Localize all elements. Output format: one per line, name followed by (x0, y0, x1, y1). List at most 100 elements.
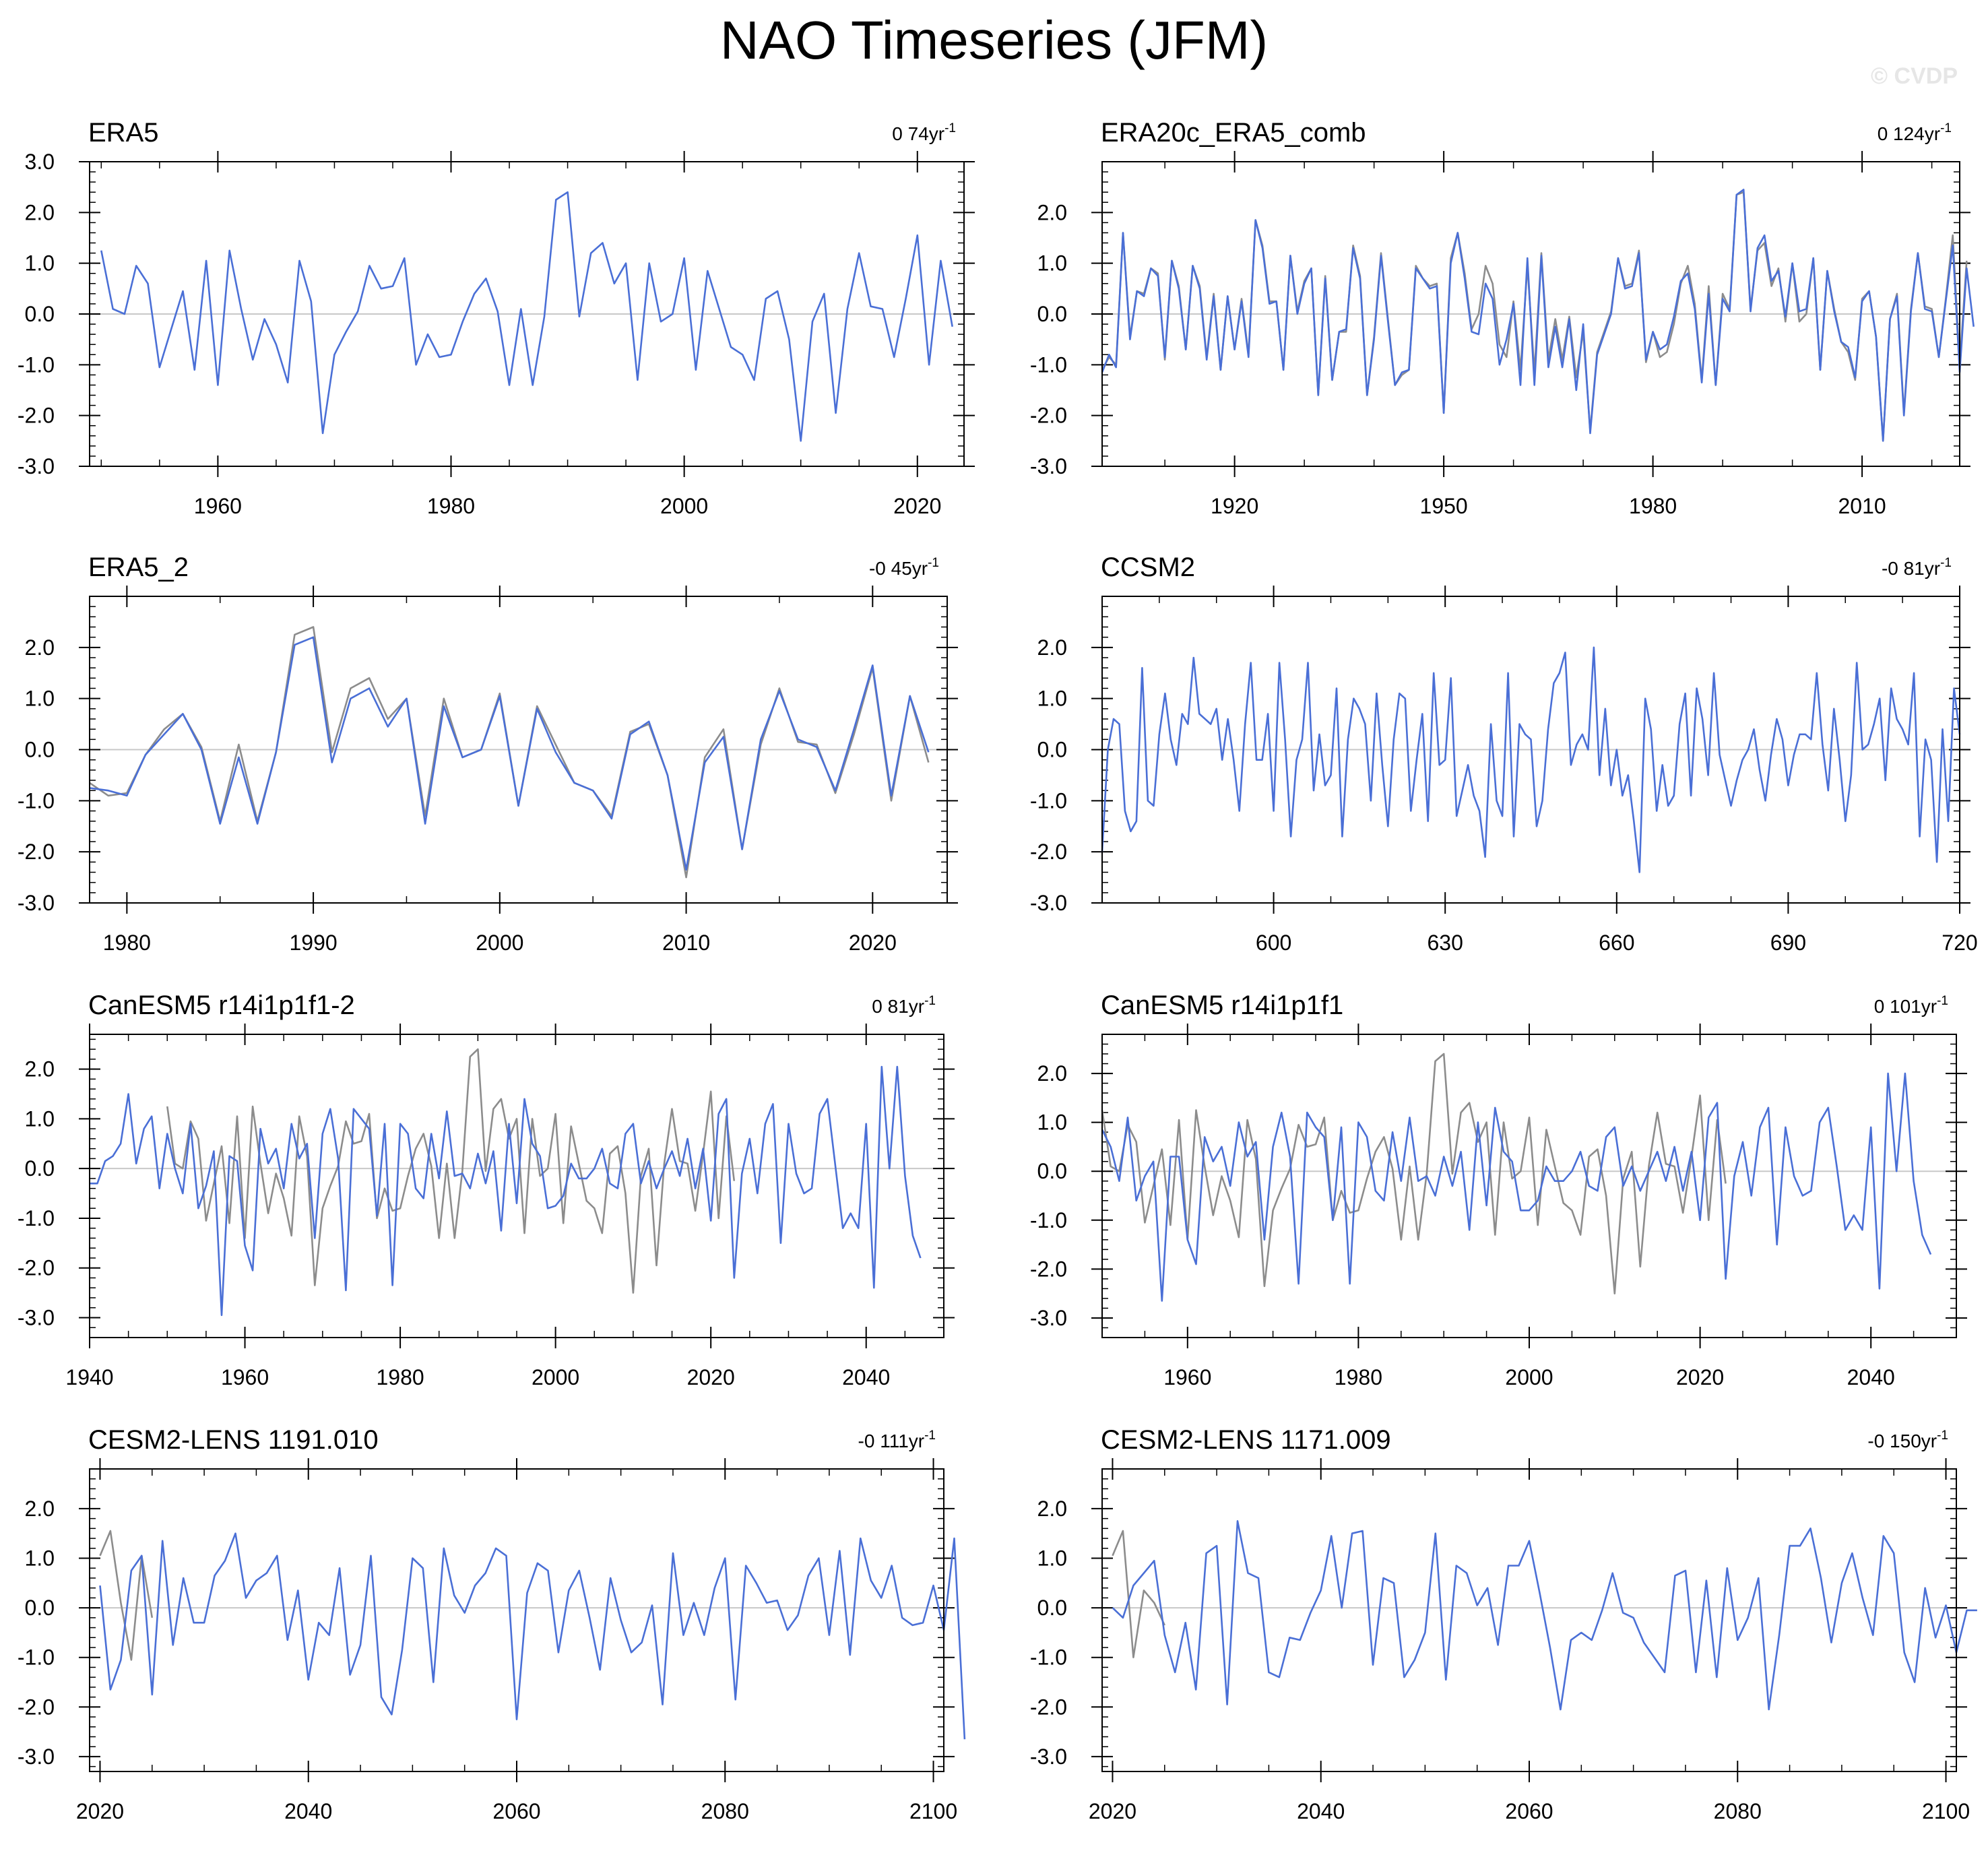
plot-frame (89, 1034, 944, 1338)
y-tick-label: -3.0 (18, 1305, 55, 1329)
panel-title: ERA20c_ERA5_comb (1101, 118, 1366, 148)
y-tick-label: 1.0 (1037, 1546, 1067, 1570)
panel-title: CCSM2 (1101, 553, 1195, 582)
y-tick-label: -2.0 (1030, 1695, 1067, 1719)
y-tick-label: 1.0 (25, 687, 55, 711)
plot-frame (1101, 1034, 1957, 1338)
y-tick-label: -2.0 (18, 1695, 55, 1719)
y-tick-label: 0.0 (1037, 738, 1067, 762)
chart-panel-5: CanESM5 r14i1p1f1-2 0 81yr-1 -3.0 -2.0 -1.0 0… (18, 991, 955, 1389)
x-tick-label: 690 (1770, 931, 1806, 955)
x-tick-label: 2040 (1847, 1365, 1895, 1389)
x-tick-label: 1980 (427, 494, 475, 518)
y-tick-label: -1.0 (18, 352, 55, 377)
trend-label: 0 74yr-1 (892, 121, 956, 144)
x-tick-label: 2060 (492, 1799, 540, 1823)
y-tick-label: -1.0 (1030, 1208, 1067, 1232)
plot-frame (1101, 596, 1960, 904)
trend-exponent: -1 (1937, 1429, 1948, 1443)
y-tick-label: 0.0 (1037, 1159, 1067, 1183)
series-line-model (89, 636, 930, 871)
trend-value: 0 101yr (1874, 996, 1937, 1017)
y-tick-label: -2.0 (18, 1256, 55, 1280)
y-tick-label: 2.0 (1037, 1497, 1067, 1521)
panel-title: CESM2-LENS 1191.010 (88, 1425, 379, 1455)
x-tick-label: 2020 (1676, 1365, 1724, 1389)
y-tick-label: 3.0 (25, 150, 55, 174)
panel-title: CanESM5 r14i1p1f1 (1101, 991, 1343, 1020)
y-tick-label: 2.0 (25, 635, 55, 660)
plot-frame (89, 596, 948, 904)
x-tick-label: 1960 (194, 494, 242, 518)
x-tick-label: 2020 (76, 1799, 124, 1823)
y-tick-label: 0.0 (1037, 1596, 1067, 1620)
series-line-model (90, 1065, 922, 1317)
x-tick-label: 2010 (1838, 494, 1886, 518)
trend-value: 0 74yr (892, 123, 944, 144)
plot-frame (89, 161, 965, 467)
y-tick-label: -2.0 (18, 840, 55, 864)
x-tick-label: 2000 (532, 1365, 579, 1389)
plot-frame (89, 1468, 944, 1772)
x-tick-label: 1990 (289, 931, 337, 955)
x-tick-label: 2020 (849, 931, 897, 955)
x-tick-label: 1980 (1335, 1365, 1382, 1389)
series-line-obs (1112, 1530, 1165, 1658)
trend-value: -0 45yr (869, 558, 928, 579)
y-tick-label: 2.0 (25, 1057, 55, 1081)
trend-label: 0 101yr-1 (1874, 994, 1948, 1017)
y-tick-label: -3.0 (18, 891, 55, 915)
x-tick-label: 2000 (660, 494, 708, 518)
chart-panel-4: CCSM2 -0 81yr-1 -3.0 -2.0 -1.0 0.0 1.0 2.0 600 63… (1030, 553, 1978, 955)
trend-label: -0 111yr-1 (858, 1429, 936, 1451)
series-line-model (1112, 1520, 1977, 1711)
x-tick-label: 1980 (376, 1365, 424, 1389)
y-tick-label: 0.0 (1037, 302, 1067, 326)
x-tick-label: 2020 (893, 494, 941, 518)
page-title: NAO Timeseries (JFM) (719, 10, 1269, 70)
trend-label: -0 150yr-1 (1867, 1429, 1948, 1451)
y-tick-label: -2.0 (18, 404, 55, 428)
x-tick-label: 1960 (1163, 1365, 1211, 1389)
x-tick-label: 1940 (65, 1365, 113, 1389)
x-tick-label: 2040 (284, 1799, 332, 1823)
y-tick-label: -1.0 (1030, 1645, 1067, 1670)
trend-label: -0 45yr-1 (869, 556, 939, 579)
series-line-obs (166, 1048, 736, 1294)
y-tick-label: 0.0 (25, 1596, 55, 1620)
x-tick-label: 600 (1256, 931, 1291, 955)
y-tick-label: 1.0 (25, 1546, 55, 1570)
y-tick-label: -3.0 (1030, 454, 1067, 478)
y-tick-label: -3.0 (1030, 891, 1067, 915)
chart-panel-6: CanESM5 r14i1p1f1 0 101yr-1 -3.0 -2.0 -1.0 0.… (1030, 991, 1967, 1389)
series-line-obs (1101, 191, 1968, 442)
y-tick-label: 1.0 (1037, 687, 1067, 711)
chart-panel-1: ERA5 0 74yr-1 -3.0 -2.0 -1.0 0.0 1.0 2.0 3.0 1960… (18, 118, 975, 518)
trend-exponent: -1 (1937, 994, 1948, 1008)
y-tick-label: -3.0 (1030, 1745, 1067, 1769)
x-tick-label: 1920 (1211, 494, 1258, 518)
x-tick-label: 2040 (1297, 1799, 1345, 1823)
x-tick-label: 720 (1942, 931, 1977, 955)
panel-title: ERA5_2 (88, 553, 189, 582)
x-tick-label: 2100 (1922, 1799, 1970, 1823)
y-tick-label: 2.0 (25, 1497, 55, 1521)
x-tick-label: 2020 (687, 1365, 735, 1389)
y-tick-label: 2.0 (1037, 635, 1067, 660)
series-line-model (100, 191, 953, 442)
trend-value: 0 124yr (1878, 123, 1940, 144)
panel-title: CESM2-LENS 1171.009 (1101, 1425, 1391, 1455)
y-tick-label: -1.0 (1030, 788, 1067, 813)
y-tick-label: 0.0 (25, 738, 55, 762)
y-tick-label: 0.0 (25, 302, 55, 326)
series-line-model (1101, 1072, 1932, 1302)
trend-exponent: -1 (1940, 556, 1952, 570)
x-tick-label: 1980 (1629, 494, 1677, 518)
x-tick-label: 2060 (1505, 1799, 1553, 1823)
y-tick-label: -1.0 (1030, 352, 1067, 377)
trend-exponent: -1 (1940, 121, 1952, 135)
series-line-model (1101, 189, 1975, 442)
x-tick-label: 2000 (476, 931, 523, 955)
